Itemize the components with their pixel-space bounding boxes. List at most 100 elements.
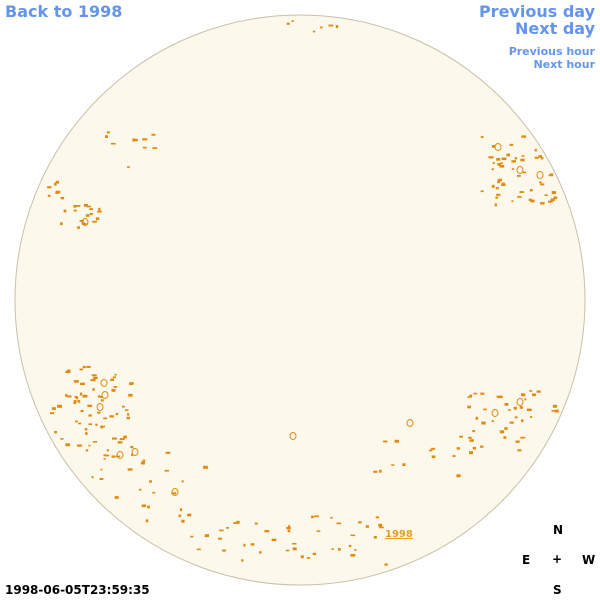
contour-mark [554, 409, 559, 413]
contour-mark [496, 193, 501, 196]
contour-mark [114, 496, 119, 499]
contour-mark [515, 440, 520, 443]
contour-mark [92, 441, 97, 443]
contour-ring [491, 409, 499, 417]
contour-mark [536, 390, 541, 393]
contour-mark [165, 451, 171, 454]
contour-mark [97, 210, 102, 213]
contour-mark [335, 25, 339, 28]
year-marker-link[interactable]: 1998 [385, 529, 413, 540]
contour-mark [394, 439, 399, 443]
contour-mark [67, 395, 72, 398]
contour-mark [314, 515, 319, 518]
contour-ring [406, 419, 414, 427]
contour-mark [134, 138, 138, 142]
contour-mark [506, 153, 511, 157]
contour-mark [84, 223, 88, 226]
contour-mark [55, 190, 61, 194]
contour-mark [181, 480, 184, 483]
contour-mark [350, 554, 356, 557]
contour-mark [142, 138, 148, 141]
contour-mark [226, 527, 229, 529]
contour-mark [47, 194, 51, 197]
contour-mark [139, 488, 142, 491]
back-to-year-link[interactable]: Back to 1998 [5, 2, 123, 21]
contour-mark [97, 411, 101, 414]
contour-mark [501, 182, 505, 185]
contour-mark [73, 400, 77, 403]
contour-mark [530, 199, 535, 203]
contour-mark [95, 423, 98, 426]
next-day-link[interactable]: Next day [515, 19, 595, 38]
contour-mark [117, 441, 123, 444]
contour-mark [402, 463, 406, 466]
contour-mark [99, 478, 104, 480]
contour-mark [504, 403, 509, 406]
contour-mark [375, 516, 379, 519]
contour-mark [540, 202, 545, 205]
contour-mark [122, 405, 125, 408]
contour-mark [85, 214, 90, 217]
contour-mark [127, 413, 130, 416]
contour-mark [75, 420, 78, 423]
contour-mark [373, 536, 377, 539]
previous-day-link[interactable]: Previous day [478, 2, 595, 21]
contour-mark [219, 529, 224, 532]
contour-mark [519, 406, 523, 409]
contour-mark [501, 157, 507, 161]
contour-mark [151, 133, 156, 136]
contour-mark [553, 196, 558, 200]
contour-ring [116, 451, 124, 459]
contour-mark [126, 416, 130, 420]
contour-mark [379, 526, 384, 529]
contour-mark [127, 166, 130, 168]
contour-mark [78, 422, 82, 425]
contour-mark [336, 522, 341, 525]
contour-mark [54, 182, 57, 186]
contour-mark [76, 444, 82, 447]
contour-mark [480, 136, 484, 138]
contour-mark [91, 476, 94, 479]
contour-mark [112, 437, 117, 440]
contour-mark [105, 135, 108, 138]
contour-mark [79, 392, 83, 396]
contour-mark [111, 388, 116, 392]
contour-mark [90, 379, 95, 381]
contour-mark [147, 505, 150, 509]
contour-mark [291, 20, 294, 22]
contour-mark [125, 409, 129, 411]
contour-mark [517, 449, 522, 452]
contour-mark [233, 522, 238, 524]
contour-mark [549, 173, 554, 177]
contour-mark [540, 183, 545, 186]
contour-mark [110, 142, 116, 145]
contour-mark [286, 526, 291, 530]
contour-mark [73, 380, 79, 383]
contour-mark [528, 198, 532, 201]
contour-mark [67, 369, 71, 373]
next-hour-link[interactable]: Next hour [533, 58, 596, 71]
contour-ring [101, 391, 109, 399]
contour-mark [495, 196, 499, 199]
previous-hour-link[interactable]: Previous hour [508, 45, 595, 58]
contour-mark [503, 436, 507, 439]
compass-south: S [553, 583, 562, 597]
contour-mark [129, 382, 134, 385]
contour-mark [509, 421, 514, 424]
contour-mark [187, 513, 190, 517]
contour-mark [511, 200, 514, 202]
contour-mark [89, 213, 93, 216]
contour-mark [428, 449, 433, 452]
contour-mark [109, 415, 114, 418]
contour-mark [141, 504, 147, 508]
contour-mark [292, 547, 297, 551]
contour-mark [287, 529, 291, 533]
contour-mark [111, 455, 116, 458]
contour-ring [289, 432, 297, 440]
contour-mark [480, 445, 484, 448]
contour-ring [81, 218, 89, 226]
contour-mark [99, 396, 103, 398]
contour-mark [86, 365, 91, 368]
contour-mark [101, 399, 104, 402]
contour-mark [480, 392, 485, 395]
